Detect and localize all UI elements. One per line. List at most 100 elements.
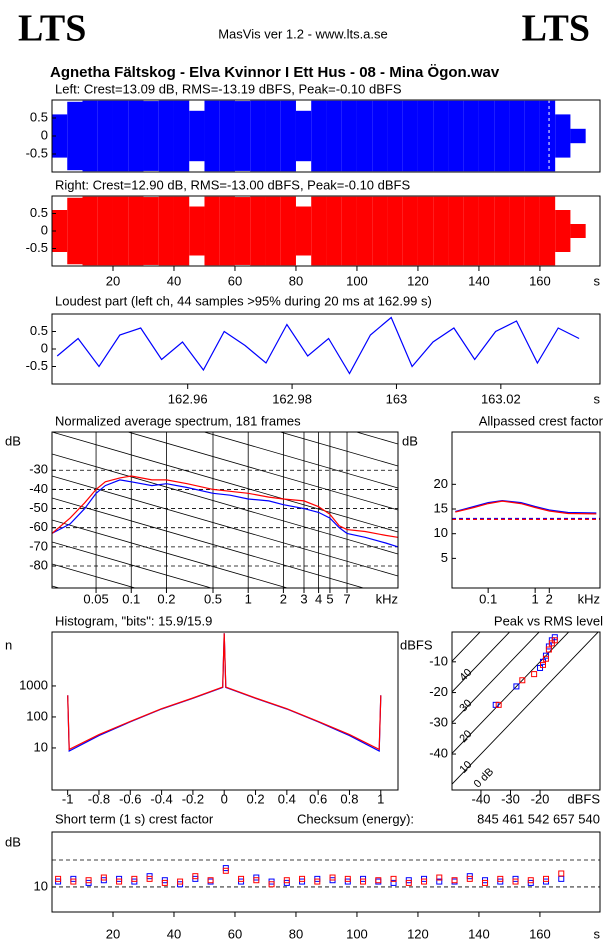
waveform-segment (67, 101, 83, 171)
y-tick-label: -20 (429, 684, 448, 699)
scatter-point (390, 875, 397, 882)
chart-panel: Loudest part (left ch, 44 samples >95% d… (26, 293, 601, 406)
x-tick-label: 163 (386, 391, 408, 406)
scatter-point (542, 655, 549, 662)
x-tick-label: 40 (167, 926, 181, 941)
logo-right: LTS (522, 8, 590, 50)
waveform-segment (417, 100, 434, 172)
y-tick-label: -30 (429, 715, 448, 730)
waveform-segment (82, 100, 98, 172)
x-tick-label: 0.4 (278, 791, 296, 806)
x-tick-label: 140 (468, 273, 490, 288)
crest-line (452, 632, 540, 723)
waveform-segment (219, 196, 235, 266)
x-tick-label: -0.6 (119, 791, 141, 806)
chart-panel: Allpassed crest factor dB 20 15 10 5 0.1 1 2 kHz (402, 413, 604, 606)
waveform-segment (311, 196, 327, 266)
waveform-segment (265, 196, 281, 266)
x-tick-label: -0.8 (88, 791, 110, 806)
x-unit-label: s (594, 391, 601, 406)
waveform-segment (189, 206, 205, 256)
x-tick-label: -0.2 (182, 791, 204, 806)
waveform-segment (326, 100, 342, 172)
x-tick-label: 40 (167, 273, 181, 288)
y-tick-label: 10 (34, 739, 48, 754)
checksum-label: Checksum (energy): (297, 811, 414, 826)
x-tick-label: -30 (501, 791, 520, 806)
chart-title: Peak vs RMS level (494, 613, 603, 628)
waveform-segment (433, 196, 449, 266)
scatter-point (539, 661, 546, 668)
reference-slope (52, 541, 213, 588)
waveform-segment (570, 224, 586, 238)
waveform-segment (143, 101, 159, 171)
checksum-value: 845 461 542 657 540 (477, 811, 600, 826)
scatter-point (436, 878, 443, 885)
scatter-point (329, 874, 336, 881)
waveform-segment (173, 100, 190, 172)
scatter-point (253, 877, 260, 884)
plot-area (452, 632, 600, 790)
x-tick-label: 0.8 (340, 791, 358, 806)
waveform-segment (417, 196, 434, 266)
waveform-segment (509, 100, 525, 172)
waveform-segment (356, 196, 373, 266)
waveform-segment (280, 196, 296, 266)
waveform-segment (509, 196, 525, 266)
chart-panel: Left: Crest=13.09 dB, RMS=-13.19 dBFS, P… (26, 81, 601, 173)
plot-content (52, 100, 586, 172)
plot-content (452, 499, 600, 520)
chart-title: Allpassed crest factor (479, 413, 604, 428)
plot-frame (451, 431, 601, 589)
waveform-segment (280, 100, 296, 172)
scatter-point (527, 877, 534, 884)
y-tick-label: -0.5 (26, 240, 48, 255)
y-tick-label: -60 (29, 519, 48, 534)
x-unit-label: dBFS (567, 791, 600, 806)
scatter-point (177, 878, 184, 885)
waveform-segment (387, 100, 403, 172)
series-line (52, 479, 398, 548)
x-tick-label: 0.1 (479, 591, 497, 606)
x-tick-label: 0.6 (309, 791, 327, 806)
waveform-segment (250, 100, 266, 172)
scatter-point (551, 637, 558, 644)
x-tick-label: 100 (346, 273, 368, 288)
scatter-point (551, 634, 558, 641)
x-tick-label: 0.5 (204, 591, 222, 606)
waveform-segment (494, 100, 510, 172)
chart-title: Right: Crest=12.90 dB, RMS=-13.00 dBFS, … (55, 177, 410, 192)
waveform-segment (52, 114, 68, 158)
waveform-segment (52, 210, 68, 252)
x-tick-label: 140 (468, 926, 490, 941)
chart-title: Short term (1 s) crest factor (55, 811, 214, 826)
waveform-segment (128, 196, 144, 266)
app-title: MasVis ver 1.2 - www.lts.a.se (218, 26, 388, 41)
waveform-segment (97, 196, 113, 266)
waveform-segment (265, 100, 281, 172)
scatter-point (344, 875, 351, 882)
series-line (455, 499, 597, 514)
waveform-segment (97, 100, 113, 172)
plot-frame (451, 631, 601, 791)
crest-line (452, 632, 599, 785)
waveform-segment (204, 100, 220, 172)
plot-area (52, 832, 600, 912)
waveform-segment (234, 101, 251, 171)
plot-frame (51, 631, 399, 791)
x-tick-label: 1 (377, 791, 384, 806)
x-tick-label: 120 (407, 273, 429, 288)
plot-frame (51, 431, 399, 589)
waveform-segment (341, 100, 357, 172)
plot-content (52, 196, 586, 266)
y-tick-label: -30 (29, 462, 48, 477)
scatter-point (436, 874, 443, 881)
x-tick-label: -20 (531, 791, 550, 806)
scatter-point (222, 867, 229, 874)
waveform-segment (326, 196, 342, 266)
logo-left: LTS (18, 8, 86, 50)
scatter-point (451, 877, 458, 884)
scatter-point (466, 875, 473, 882)
